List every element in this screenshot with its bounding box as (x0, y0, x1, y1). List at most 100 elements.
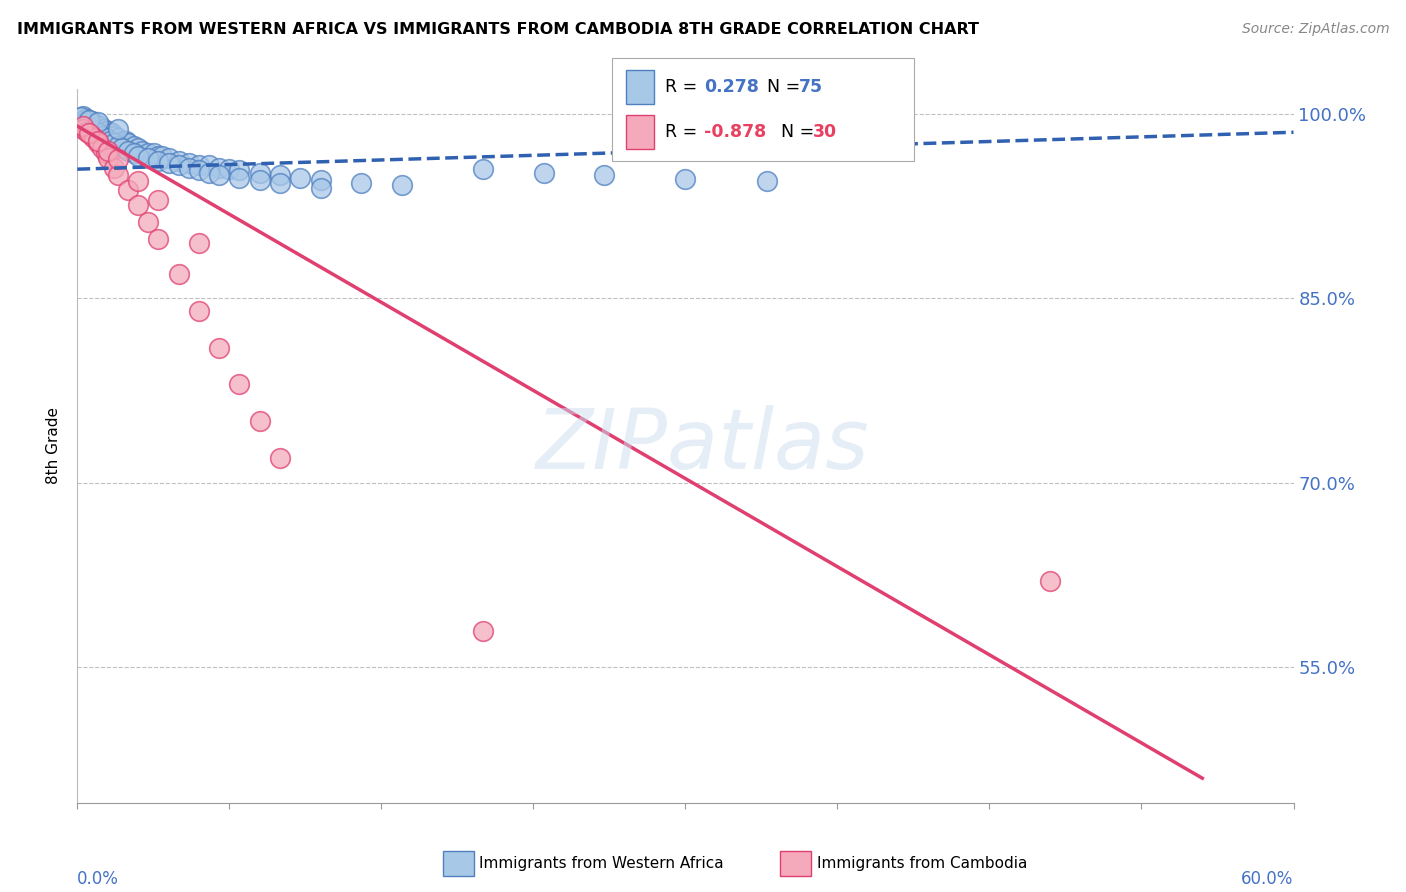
Text: 75: 75 (799, 78, 823, 95)
Point (157, 151, 180, 165)
Point (208, 341, 231, 355)
Point (72, 121, 94, 136)
Point (127, 141, 149, 155)
Point (86, 119, 108, 133)
Point (131, 144, 153, 158)
Point (94, 146, 117, 161)
Point (107, 131, 129, 145)
Point (107, 138, 129, 153)
Point (1039, 574, 1062, 589)
Text: Immigrants from Cambodia: Immigrants from Cambodia (817, 856, 1028, 871)
Point (152, 148, 174, 162)
Point (136, 215, 159, 229)
Point (188, 235, 211, 250)
Point (97, 151, 120, 165)
Point (208, 161, 231, 175)
Text: IMMIGRANTS FROM WESTERN AFRICA VS IMMIGRANTS FROM CAMBODIA 8TH GRADE CORRELATION: IMMIGRANTS FROM WESTERN AFRICA VS IMMIGR… (17, 22, 979, 37)
Point (177, 161, 200, 175)
Point (90, 128, 112, 143)
Point (72, 119, 94, 133)
Point (391, 178, 413, 193)
Point (167, 153, 190, 168)
Point (228, 170, 250, 185)
Point (72, 109, 94, 123)
Point (675, 172, 697, 186)
Text: N =: N = (756, 78, 806, 95)
Text: 0.278: 0.278 (704, 78, 759, 95)
Point (198, 159, 221, 173)
Point (157, 156, 180, 170)
Point (90, 121, 112, 136)
Point (249, 414, 271, 428)
Point (188, 163, 211, 178)
Point (103, 128, 125, 143)
Point (122, 138, 145, 153)
Point (80, 128, 103, 143)
Point (167, 267, 190, 281)
Text: R =: R = (665, 78, 703, 95)
Point (198, 166, 221, 180)
Point (80, 121, 103, 136)
Point (98, 127, 121, 141)
Point (84, 124, 107, 138)
Point (93, 121, 115, 136)
Point (136, 146, 159, 161)
Point (83, 117, 105, 131)
Point (249, 166, 271, 180)
Point (80, 114, 103, 128)
Text: Source: ZipAtlas.com: Source: ZipAtlas.com (1241, 22, 1389, 37)
Point (79, 112, 101, 127)
Point (75, 112, 97, 126)
Point (86, 127, 108, 141)
Point (269, 176, 291, 190)
Point (117, 183, 139, 197)
Point (111, 134, 134, 148)
Point (107, 153, 129, 167)
Point (127, 198, 149, 212)
Point (79, 114, 101, 128)
Point (122, 146, 145, 161)
Point (249, 173, 271, 187)
Point (218, 162, 240, 177)
Point (86, 134, 108, 148)
Point (290, 170, 312, 185)
Point (117, 136, 139, 151)
Point (76, 125, 98, 139)
Point (94, 131, 117, 145)
Point (76, 119, 98, 133)
Point (111, 141, 134, 155)
Point (83, 131, 105, 145)
Point (107, 121, 129, 136)
Point (90, 141, 112, 155)
Point (97, 124, 120, 138)
Point (269, 169, 291, 183)
Point (103, 136, 125, 151)
Point (101, 127, 124, 141)
Point (143, 146, 166, 161)
Point (208, 169, 231, 183)
Point (309, 173, 332, 187)
Point (188, 159, 211, 173)
Point (148, 153, 170, 168)
Point (471, 624, 494, 638)
Point (167, 159, 190, 173)
Text: R =: R = (665, 123, 703, 141)
Point (136, 151, 159, 165)
Point (79, 127, 101, 141)
Point (148, 193, 170, 207)
Text: N =: N = (770, 123, 820, 141)
Text: 30: 30 (813, 123, 837, 141)
Point (76, 112, 98, 126)
Point (127, 148, 149, 162)
Point (127, 174, 149, 188)
Point (177, 156, 200, 170)
Y-axis label: 8th Grade: 8th Grade (46, 408, 62, 484)
Point (107, 169, 129, 183)
Point (471, 162, 494, 177)
Point (97, 144, 120, 158)
Point (350, 176, 373, 190)
Point (309, 180, 332, 194)
Text: 0.0%: 0.0% (77, 871, 120, 888)
Text: 60.0%: 60.0% (1241, 871, 1294, 888)
Text: ZIPatlas: ZIPatlas (536, 406, 870, 486)
